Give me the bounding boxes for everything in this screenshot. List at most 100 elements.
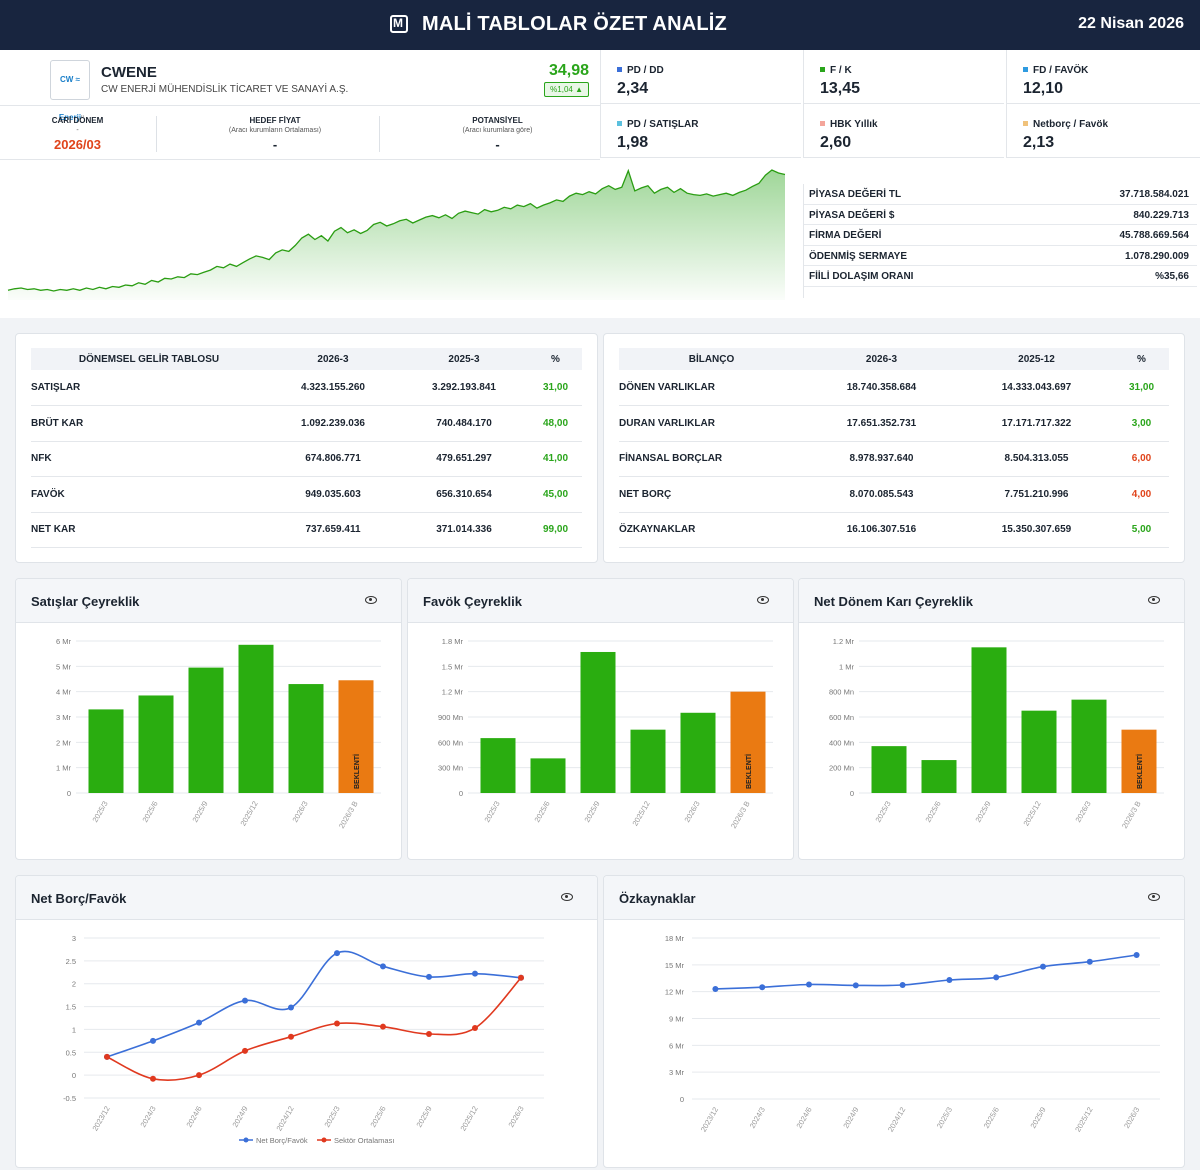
ratio-label: F / K [830,65,852,76]
data-point [993,974,1000,981]
bar [971,647,1007,793]
bar [480,738,516,793]
eye-icon[interactable] [365,596,377,604]
company-logo: CW ≈ Enerji [50,60,90,122]
x-tick-label: 2025/3 [322,1105,341,1129]
bar [921,760,957,793]
y-tick-label: 600 Mn [829,713,854,722]
ratio-value: 13,45 [820,80,861,97]
cell-value: 17.651.352.731 [804,405,959,442]
net-profit-bar-chart: 0 200 Mn 400 Mn 600 Mn 800 Mn 1 Mr 1.2 Mr 2025/… [829,637,1164,830]
price-area [8,170,785,300]
x-tick-label: 2025/6 [368,1105,387,1129]
row-label: DURAN VARLIKLAR [619,405,804,442]
current-period-label: CARİ DÖNEM [51,116,104,125]
y-tick-label: 900 Mn [438,713,463,722]
x-tick-label: 2023/12 [90,1105,111,1133]
data-point [196,1072,202,1079]
cell-percent: 5,00 [1114,512,1169,548]
table-row: BRÜT KAR 1.092.239.036 740.484.170 48,00 [31,405,582,442]
x-tick-label: 2026/3 [1122,1106,1141,1130]
cell-percent: 4,00 [1114,476,1169,513]
x-tick-label: 2024/12 [886,1106,907,1134]
y-tick-label: 800 Mn [829,688,854,697]
cell-percent: 99,00 [529,512,582,548]
market-values: PİYASA DEĞERİ TL 37.718.584.021 PİYASA DE… [803,184,1197,298]
data-point [196,1019,202,1026]
row-label: NET BORÇ [619,476,804,513]
market-key: FİRMA DEĞERİ [809,230,882,241]
bar [630,729,666,793]
data-point [852,982,859,989]
ratio-hbk: HBK Yıllık 2,60 [803,104,1004,158]
legend-marker [243,1137,249,1143]
bar [188,667,224,793]
eye-icon[interactable] [1148,596,1160,604]
eye-icon[interactable] [757,596,769,604]
data-point [150,1037,156,1044]
net-debt-favok-line-chart: -0.5 0 0.5 1 1.5 2 2.5 3 2023/12 2024/3 2024/6 2024… [63,934,544,1145]
row-label: NET KAR [31,512,267,548]
x-tick-label: 2025/3 [482,800,501,824]
market-row: PİYASA DEĞERİ TL 37.718.584.021 [804,184,1197,205]
ratio-label: FD / FAVÖK [1033,65,1089,76]
legend-label: Net Borç/Favök [256,1136,308,1145]
eye-icon[interactable] [1148,893,1160,901]
y-tick-label: 1.2 Mr [442,688,464,697]
cell-value: 1.092.239.036 [267,405,399,442]
series-line [106,977,522,1081]
x-tick-label: 2025/3 [873,800,892,824]
data-point [380,1023,386,1030]
cell-percent: 3,00 [1114,405,1169,442]
report-date: 22 Nisan 2026 [1078,15,1184,32]
data-point [806,981,812,988]
x-tick-label: 2024/3 [138,1105,157,1129]
y-tick-label: 0 [850,789,854,798]
cell-value: 14.333.043.697 [959,370,1114,406]
chart-title: Özkaynaklar [619,891,696,906]
row-label: FAVÖK [31,476,267,513]
y-tick-label: 18 Mr [665,934,685,943]
cell-value: 16.106.307.516 [804,512,959,548]
row-label: NFK [31,441,267,477]
current-period: CARİ DÖNEM - 2026/03 [30,116,125,152]
income-statement-table: DÖNEMSEL GELİR TABLOSU 2026-3 2025-3 % S… [31,348,582,548]
x-tick-label: 2026/3 B [337,800,360,831]
ratio-value: 2,34 [617,80,649,97]
cell-value: 737.659.411 [267,512,399,548]
bar [1021,710,1057,793]
cell-value: 479.651.297 [399,441,529,477]
x-tick-label: 2024/12 [274,1105,295,1133]
balance-sheet-card: BİLANÇO 2026-3 2025-12 % DÖNEN VARLIKLAR… [603,333,1185,563]
bar [88,709,124,793]
bar [238,644,274,793]
x-tick-label: 2026/3 [506,1105,525,1129]
divider [379,116,380,152]
bar [288,684,324,793]
x-tick-label: 2025/12 [1073,1106,1094,1134]
cell-percent: 31,00 [529,370,582,406]
y-tick-label: 15 Mr [665,961,685,970]
x-tick-label: 2025/3 [935,1106,954,1130]
cell-percent: 6,00 [1114,441,1169,477]
column-header: DÖNEMSEL GELİR TABLOSU [31,348,267,370]
x-tick-label: 2024/9 [841,1106,860,1130]
chart-header: Net Dönem Karı Çeyreklik [799,579,1184,623]
y-tick-label: 1 [72,1025,76,1034]
chart-title: Net Dönem Karı Çeyreklik [814,594,973,609]
target-price: HEDEF FİYAT (Aracı kurumların Ortalaması… [175,116,375,152]
eye-icon[interactable] [561,893,573,901]
cell-value: 17.171.717.322 [959,405,1114,442]
y-tick-label: 0.5 [66,1048,76,1057]
balance-sheet-table: BİLANÇO 2026-3 2025-12 % DÖNEN VARLIKLAR… [619,348,1169,548]
y-tick-label: 1.2 Mr [833,637,855,646]
column-header: BİLANÇO [619,348,804,370]
cell-value: 656.310.654 [399,476,529,513]
row-label: ÖZKAYNAKLAR [619,512,804,548]
current-period-value: 2026/03 [54,137,101,152]
y-tick-label: 6 Mr [669,1041,685,1050]
column-header: 2026-3 [267,348,399,370]
target-price-value: - [272,137,278,152]
x-tick-label: 2025/9 [582,800,601,824]
data-point [1133,951,1140,958]
